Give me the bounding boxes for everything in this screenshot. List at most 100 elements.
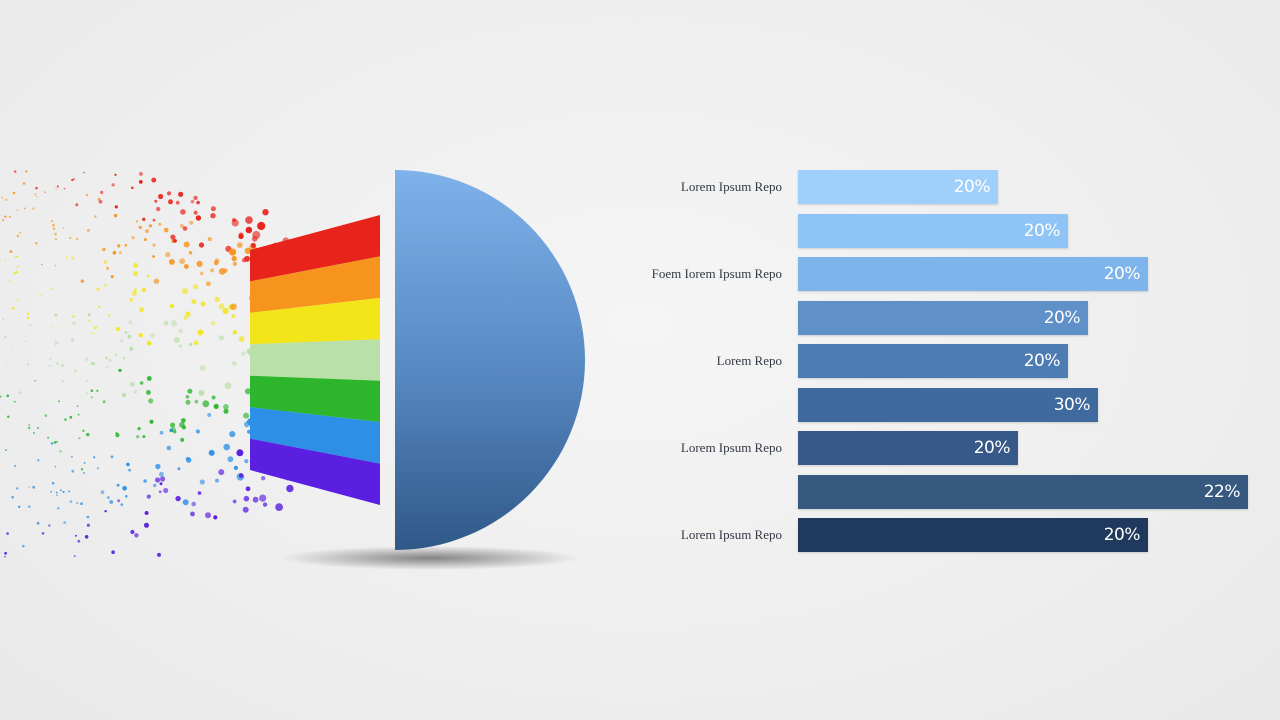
rainbow-slice: [250, 297, 380, 345]
particle-dot: [190, 511, 195, 517]
particle-dot: [119, 251, 122, 254]
particle-dot: [113, 213, 118, 218]
particle-dot: [232, 499, 237, 504]
particle-dot: [53, 441, 57, 444]
particle-dot: [197, 329, 204, 336]
particle-dot: [80, 502, 83, 506]
particle-dot: [139, 381, 144, 385]
particle-dot: [75, 534, 77, 537]
particle-dot: [65, 256, 68, 259]
particle-dot: [200, 301, 206, 307]
particle-dot: [188, 250, 193, 255]
particle-dot: [131, 186, 134, 190]
particle-dot: [133, 271, 138, 276]
particle-dot: [144, 511, 149, 515]
particle-dot: [25, 170, 28, 173]
particle-dot: [252, 496, 259, 503]
particle-dot: [28, 486, 31, 488]
bar-value-label: 30%: [1053, 394, 1091, 415]
particle-dot: [63, 521, 67, 524]
particle-dot: [136, 435, 140, 439]
particle-dot: [76, 405, 79, 408]
particle-dot: [259, 494, 267, 502]
particle-dot: [59, 489, 62, 492]
particle-dot: [242, 506, 249, 513]
particle-dot: [2, 317, 5, 320]
particle-dot: [238, 233, 244, 240]
particle-dot: [54, 343, 57, 346]
particle-dot: [137, 427, 141, 431]
particle-dot: [27, 363, 30, 366]
particle-dot: [105, 266, 110, 270]
particle-dot: [168, 199, 173, 205]
particle-dot: [109, 500, 114, 504]
particle-dot: [205, 512, 211, 519]
particle-dot: [152, 243, 156, 247]
particle-dot: [50, 219, 54, 223]
particle-dot: [182, 288, 188, 295]
particle-dot: [230, 303, 237, 310]
particle-dot: [134, 533, 139, 538]
particle-dot: [7, 415, 10, 418]
particle-dot: [117, 499, 121, 503]
particle-dot: [83, 472, 85, 474]
particle-dot: [6, 532, 9, 535]
particle-dot: [48, 364, 51, 367]
particle-dot: [37, 459, 40, 462]
particle-dot: [85, 193, 88, 197]
particle-dot: [211, 321, 215, 326]
particle-dot: [183, 241, 190, 248]
particle-dot: [244, 388, 252, 395]
particle-dot: [56, 185, 59, 188]
particle-dot: [122, 486, 127, 491]
rainbow-slices: [250, 215, 380, 505]
particle-dot: [179, 258, 186, 265]
particle-dot: [138, 333, 143, 338]
particle-dot: [128, 320, 133, 325]
particle-dot: [11, 495, 14, 499]
particle-dot: [250, 242, 256, 249]
particle-dot: [244, 247, 252, 254]
particle-dot: [124, 331, 128, 334]
particle-dot: [83, 461, 86, 464]
particle-dot: [93, 362, 96, 365]
particle-dot: [213, 260, 219, 266]
particle-dot: [166, 191, 172, 196]
particle-dot: [124, 244, 128, 247]
particle-dot: [182, 499, 189, 506]
particle-dot: [16, 487, 19, 490]
particle-dot: [52, 227, 56, 231]
bar-value-label: 22%: [1203, 481, 1241, 502]
bar: 20%: [798, 300, 1088, 335]
particle-dot: [36, 195, 38, 198]
particle-dot: [156, 206, 161, 212]
particle-dot: [142, 217, 146, 221]
particle-dot: [231, 219, 239, 227]
particle-dot: [71, 455, 73, 458]
particle-dot: [129, 297, 133, 302]
particle-dot: [110, 455, 114, 459]
bar-category-label: Lorem Ipsum Repo: [680, 179, 782, 194]
particle-dot: [93, 456, 96, 459]
particle-dot: [175, 200, 180, 205]
bar: 20%: [798, 518, 1148, 552]
particle-dot: [36, 292, 39, 295]
particle-dot: [85, 392, 88, 395]
particle-dot: [229, 431, 236, 438]
bar: 20%: [798, 344, 1068, 378]
particle-dot: [28, 424, 31, 426]
particle-dot: [135, 220, 139, 223]
particle-dot: [32, 485, 36, 489]
particle-dot: [54, 465, 57, 468]
particle-dot: [61, 364, 64, 367]
particle-dot: [151, 177, 157, 183]
particle-dot: [142, 435, 146, 439]
particle-dot: [224, 382, 232, 390]
particle-dot: [208, 449, 215, 456]
particle-dot: [210, 213, 216, 219]
particle-dot: [118, 368, 122, 372]
particle-dot: [163, 320, 169, 326]
particle-dot: [210, 206, 216, 212]
particle-dot: [6, 394, 10, 398]
particle-dot: [199, 479, 205, 485]
